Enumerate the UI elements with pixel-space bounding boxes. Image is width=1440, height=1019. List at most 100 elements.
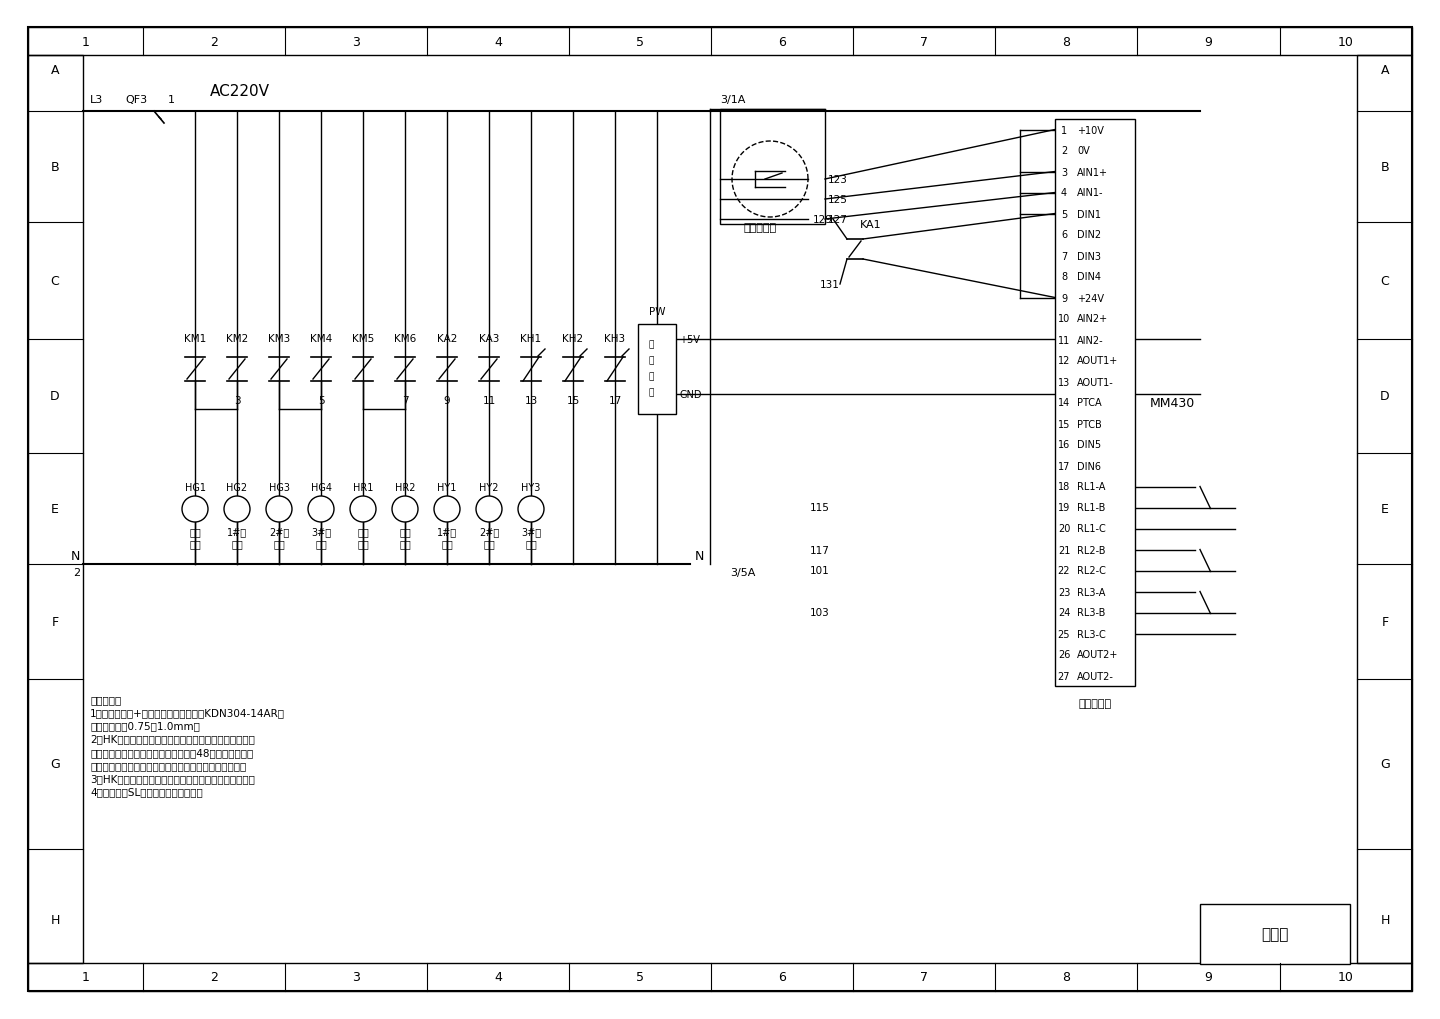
Text: HR1: HR1 bbox=[353, 483, 373, 492]
Text: KM4: KM4 bbox=[310, 333, 333, 343]
Text: 10: 10 bbox=[1058, 314, 1070, 324]
Text: 6: 6 bbox=[778, 970, 786, 983]
Text: 电: 电 bbox=[648, 372, 654, 381]
Text: A: A bbox=[1381, 63, 1390, 76]
Text: QF3: QF3 bbox=[125, 95, 147, 105]
Bar bbox=[638, 325, 675, 415]
Text: 变频器端子: 变频器端子 bbox=[1079, 698, 1112, 708]
Text: 0V: 0V bbox=[1077, 147, 1090, 156]
Text: AIN2-: AIN2- bbox=[1077, 335, 1103, 345]
Text: 19: 19 bbox=[1058, 503, 1070, 513]
Text: 13: 13 bbox=[1058, 377, 1070, 387]
Text: 1#泵: 1#泵 bbox=[228, 527, 248, 536]
Text: 17: 17 bbox=[608, 395, 622, 406]
Text: 15: 15 bbox=[1058, 419, 1070, 429]
Circle shape bbox=[392, 496, 418, 523]
Text: KM5: KM5 bbox=[351, 333, 374, 343]
Text: DIN5: DIN5 bbox=[1077, 440, 1102, 450]
Text: RL1-C: RL1-C bbox=[1077, 524, 1106, 534]
Text: RL3-C: RL3-C bbox=[1077, 629, 1106, 639]
Text: A: A bbox=[50, 63, 59, 76]
Text: DIN4: DIN4 bbox=[1077, 272, 1102, 282]
Text: 1#泵: 1#泵 bbox=[436, 527, 456, 536]
Text: HG1: HG1 bbox=[184, 483, 206, 492]
Text: 故障: 故障 bbox=[484, 538, 495, 548]
Circle shape bbox=[308, 496, 334, 523]
Text: G: G bbox=[1380, 758, 1390, 770]
Text: 27: 27 bbox=[1058, 671, 1070, 681]
Text: +5V: +5V bbox=[680, 334, 700, 344]
Text: AOUT1-: AOUT1- bbox=[1077, 377, 1113, 387]
Text: F: F bbox=[1381, 615, 1388, 629]
Text: H: H bbox=[50, 914, 59, 926]
Text: AOUT1+: AOUT1+ bbox=[1077, 357, 1119, 366]
Text: KH1: KH1 bbox=[520, 333, 541, 343]
Text: 3/5A: 3/5A bbox=[730, 568, 756, 578]
Text: 2: 2 bbox=[1061, 147, 1067, 156]
Text: 1: 1 bbox=[168, 95, 176, 105]
Text: 9: 9 bbox=[1205, 36, 1212, 49]
Text: 2: 2 bbox=[210, 970, 217, 983]
Bar bbox=[720, 110, 825, 225]
Text: PW: PW bbox=[649, 307, 665, 317]
Text: HY2: HY2 bbox=[480, 483, 498, 492]
Text: AIN1-: AIN1- bbox=[1077, 189, 1103, 199]
Bar bbox=[27, 963, 1413, 991]
Text: 117: 117 bbox=[811, 545, 829, 555]
Text: H: H bbox=[1381, 914, 1390, 926]
Text: RL3-A: RL3-A bbox=[1077, 587, 1106, 597]
Text: DIN6: DIN6 bbox=[1077, 461, 1102, 471]
Text: 131: 131 bbox=[821, 280, 840, 289]
Text: +24V: +24V bbox=[1077, 293, 1104, 304]
Text: 115: 115 bbox=[811, 503, 829, 513]
Text: 127: 127 bbox=[828, 215, 848, 225]
Text: 10: 10 bbox=[1338, 36, 1354, 49]
Text: 远传压力表: 远传压力表 bbox=[743, 223, 776, 232]
Text: L3: L3 bbox=[91, 95, 104, 105]
Text: N: N bbox=[696, 550, 704, 562]
Text: HG4: HG4 bbox=[311, 483, 331, 492]
Text: PTCA: PTCA bbox=[1077, 398, 1102, 408]
Text: 缺水: 缺水 bbox=[399, 538, 410, 548]
Text: 5: 5 bbox=[636, 36, 644, 49]
Text: 2: 2 bbox=[210, 36, 217, 49]
Text: DIN1: DIN1 bbox=[1077, 209, 1102, 219]
Text: 103: 103 bbox=[811, 608, 829, 618]
Text: 1: 1 bbox=[82, 36, 89, 49]
Text: KM2: KM2 bbox=[226, 333, 248, 343]
Text: 故障: 故障 bbox=[526, 538, 537, 548]
Text: 21: 21 bbox=[1058, 545, 1070, 555]
Text: 电源: 电源 bbox=[189, 527, 200, 536]
Text: 13: 13 bbox=[524, 395, 537, 406]
Text: KH3: KH3 bbox=[605, 333, 625, 343]
Text: 101: 101 bbox=[811, 566, 829, 576]
Text: 5: 5 bbox=[636, 970, 644, 983]
Text: 3: 3 bbox=[351, 36, 360, 49]
Text: N: N bbox=[71, 550, 81, 562]
Text: MM430: MM430 bbox=[1151, 396, 1195, 410]
Text: 1: 1 bbox=[82, 970, 89, 983]
Text: 9: 9 bbox=[444, 395, 451, 406]
Text: 5: 5 bbox=[318, 395, 324, 406]
Text: 3/1A: 3/1A bbox=[720, 95, 746, 105]
Text: AIN2+: AIN2+ bbox=[1077, 314, 1109, 324]
Circle shape bbox=[181, 496, 207, 523]
Text: DIN2: DIN2 bbox=[1077, 230, 1102, 240]
Text: E: E bbox=[1381, 502, 1390, 516]
Text: 6: 6 bbox=[1061, 230, 1067, 240]
Text: 1: 1 bbox=[1061, 125, 1067, 136]
Text: B: B bbox=[1381, 161, 1390, 174]
Text: 10: 10 bbox=[1338, 970, 1354, 983]
Text: 11: 11 bbox=[1058, 335, 1070, 345]
Text: 3: 3 bbox=[1061, 167, 1067, 177]
Text: 17: 17 bbox=[1058, 461, 1070, 471]
Text: C: C bbox=[50, 275, 59, 287]
Text: 11: 11 bbox=[482, 395, 495, 406]
Text: 7: 7 bbox=[920, 36, 927, 49]
Text: HR2: HR2 bbox=[395, 483, 415, 492]
Text: PTCB: PTCB bbox=[1077, 419, 1102, 429]
Text: 3#泵: 3#泵 bbox=[521, 527, 541, 536]
Text: 7: 7 bbox=[920, 970, 927, 983]
Circle shape bbox=[350, 496, 376, 523]
Text: 8: 8 bbox=[1063, 970, 1070, 983]
